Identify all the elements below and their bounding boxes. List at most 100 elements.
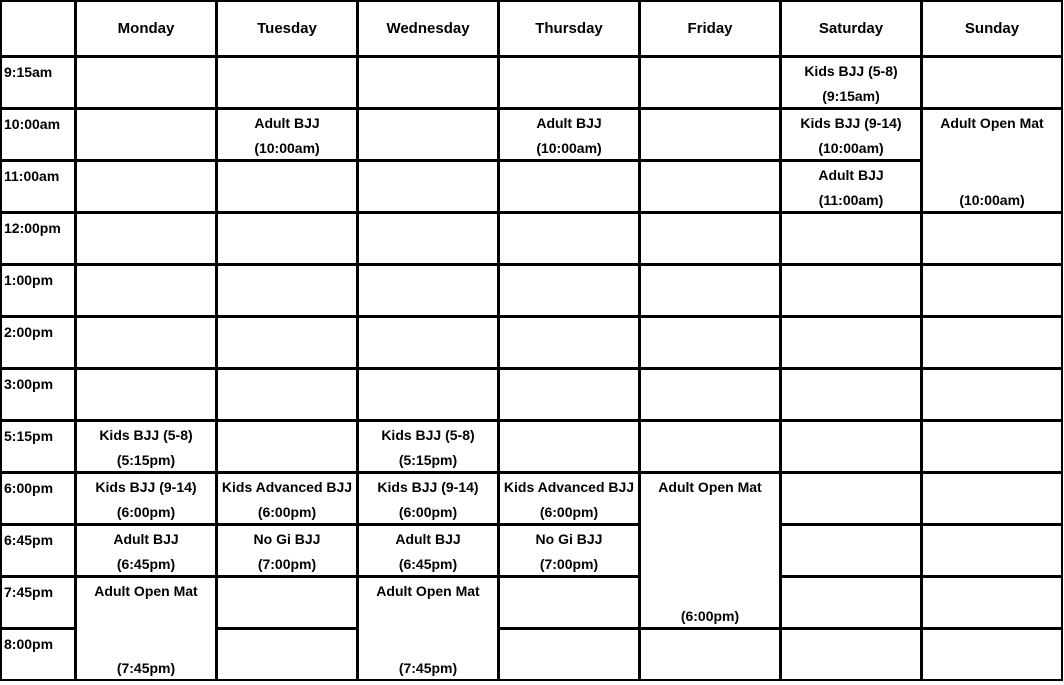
time-label: 6:00pm <box>4 480 54 496</box>
time-label: 12:00pm <box>4 220 61 236</box>
time-cell: 8:00pm <box>0 628 76 681</box>
class-title: Kids BJJ (9-14) <box>800 115 902 131</box>
empty-cell <box>357 212 499 265</box>
time-label: 8:00pm <box>4 636 54 652</box>
class-title: No Gi BJJ <box>253 531 321 547</box>
empty-cell <box>921 264 1063 317</box>
empty-cell <box>498 56 640 109</box>
class-cell: Kids BJJ (5-8) (5:15pm) <box>357 420 499 473</box>
class-cell: Kids BJJ (9-14) (6:00pm) <box>75 472 217 525</box>
empty-cell <box>921 368 1063 421</box>
empty-cell <box>498 628 640 681</box>
empty-cell <box>639 420 781 473</box>
empty-cell <box>639 108 781 161</box>
class-title: Adult Open Mat <box>658 479 762 495</box>
class-cell: Kids BJJ (9-14) (10:00am) <box>780 108 922 161</box>
class-time: (10:00am) <box>254 140 320 156</box>
empty-cell <box>498 160 640 213</box>
time-label: 3:00pm <box>4 376 54 392</box>
class-time: (5:15pm) <box>116 452 176 468</box>
class-cell: Adult BJJ (11:00am) <box>780 160 922 213</box>
header-day: Wednesday <box>357 0 499 57</box>
time-label: 6:45pm <box>4 532 54 548</box>
class-title: Adult BJJ <box>536 115 602 131</box>
class-title: Adult BJJ <box>254 115 320 131</box>
empty-cell <box>357 264 499 317</box>
empty-cell <box>498 576 640 629</box>
time-label: 10:00am <box>4 116 61 132</box>
class-time: (6:00pm) <box>539 504 599 520</box>
class-cell: Adult Open Mat (7:45pm) <box>75 576 217 681</box>
header-day: Sunday <box>921 0 1063 57</box>
empty-cell <box>639 212 781 265</box>
class-cell: Kids Advanced BJJ (6:00pm) <box>498 472 640 525</box>
class-cell: Adult BJJ (10:00am) <box>216 108 358 161</box>
day-label: Saturday <box>818 20 884 37</box>
time-label: 9:15am <box>4 64 53 80</box>
class-time: (7:00pm) <box>257 556 317 572</box>
class-title: Kids BJJ (5-8) <box>99 427 193 443</box>
empty-cell <box>357 316 499 369</box>
time-cell: 3:00pm <box>0 368 76 421</box>
class-time: (10:00am) <box>818 140 884 156</box>
class-cell: Adult Open Mat (10:00am) <box>921 108 1063 213</box>
day-label: Wednesday <box>386 20 470 37</box>
class-title: No Gi BJJ <box>535 531 603 547</box>
empty-cell <box>216 628 358 681</box>
empty-cell <box>921 524 1063 577</box>
class-time: (5:15pm) <box>398 452 458 468</box>
empty-cell <box>498 368 640 421</box>
empty-cell <box>780 316 922 369</box>
time-cell: 7:45pm <box>0 576 76 629</box>
class-cell: Adult Open Mat (6:00pm) <box>639 472 781 629</box>
empty-cell <box>921 212 1063 265</box>
empty-cell <box>780 420 922 473</box>
class-time: (6:00pm) <box>257 504 317 520</box>
empty-cell <box>216 316 358 369</box>
day-label: Sunday <box>964 20 1020 37</box>
day-label: Thursday <box>535 20 603 37</box>
empty-cell <box>75 264 217 317</box>
class-title: Kids BJJ (5-8) <box>804 63 898 79</box>
empty-cell <box>639 368 781 421</box>
empty-cell <box>921 420 1063 473</box>
class-title: Adult Open Mat <box>376 583 480 599</box>
empty-cell <box>639 160 781 213</box>
time-cell: 6:00pm <box>0 472 76 525</box>
time-cell: 1:00pm <box>0 264 76 317</box>
empty-cell <box>639 316 781 369</box>
empty-cell <box>216 368 358 421</box>
class-cell: No Gi BJJ (7:00pm) <box>498 524 640 577</box>
empty-cell <box>639 56 781 109</box>
header-day: Tuesday <box>216 0 358 57</box>
empty-cell <box>921 576 1063 629</box>
class-time: (7:00pm) <box>539 556 599 572</box>
empty-cell <box>780 576 922 629</box>
class-time: (6:45pm) <box>398 556 458 572</box>
time-cell: 5:15pm <box>0 420 76 473</box>
empty-cell <box>75 368 217 421</box>
class-title: Adult Open Mat <box>94 583 198 599</box>
time-label: 1:00pm <box>4 272 54 288</box>
empty-cell <box>357 108 499 161</box>
day-label: Monday <box>117 20 175 37</box>
empty-cell <box>75 56 217 109</box>
empty-cell <box>780 264 922 317</box>
empty-cell <box>780 524 922 577</box>
empty-cell <box>216 160 358 213</box>
day-label: Tuesday <box>257 20 317 37</box>
class-time: (10:00am) <box>959 192 1025 208</box>
class-title: Adult BJJ <box>113 531 179 547</box>
class-time: (7:45pm) <box>116 660 176 676</box>
class-title: Kids BJJ (5-8) <box>381 427 475 443</box>
class-cell: Kids BJJ (9-14) (6:00pm) <box>357 472 499 525</box>
time-label: 7:45pm <box>4 584 54 600</box>
class-cell: Adult BJJ (6:45pm) <box>75 524 217 577</box>
empty-cell <box>216 264 358 317</box>
empty-cell <box>498 264 640 317</box>
empty-cell <box>357 56 499 109</box>
empty-cell <box>75 316 217 369</box>
class-time: (6:00pm) <box>398 504 458 520</box>
empty-cell <box>780 212 922 265</box>
empty-cell <box>357 160 499 213</box>
